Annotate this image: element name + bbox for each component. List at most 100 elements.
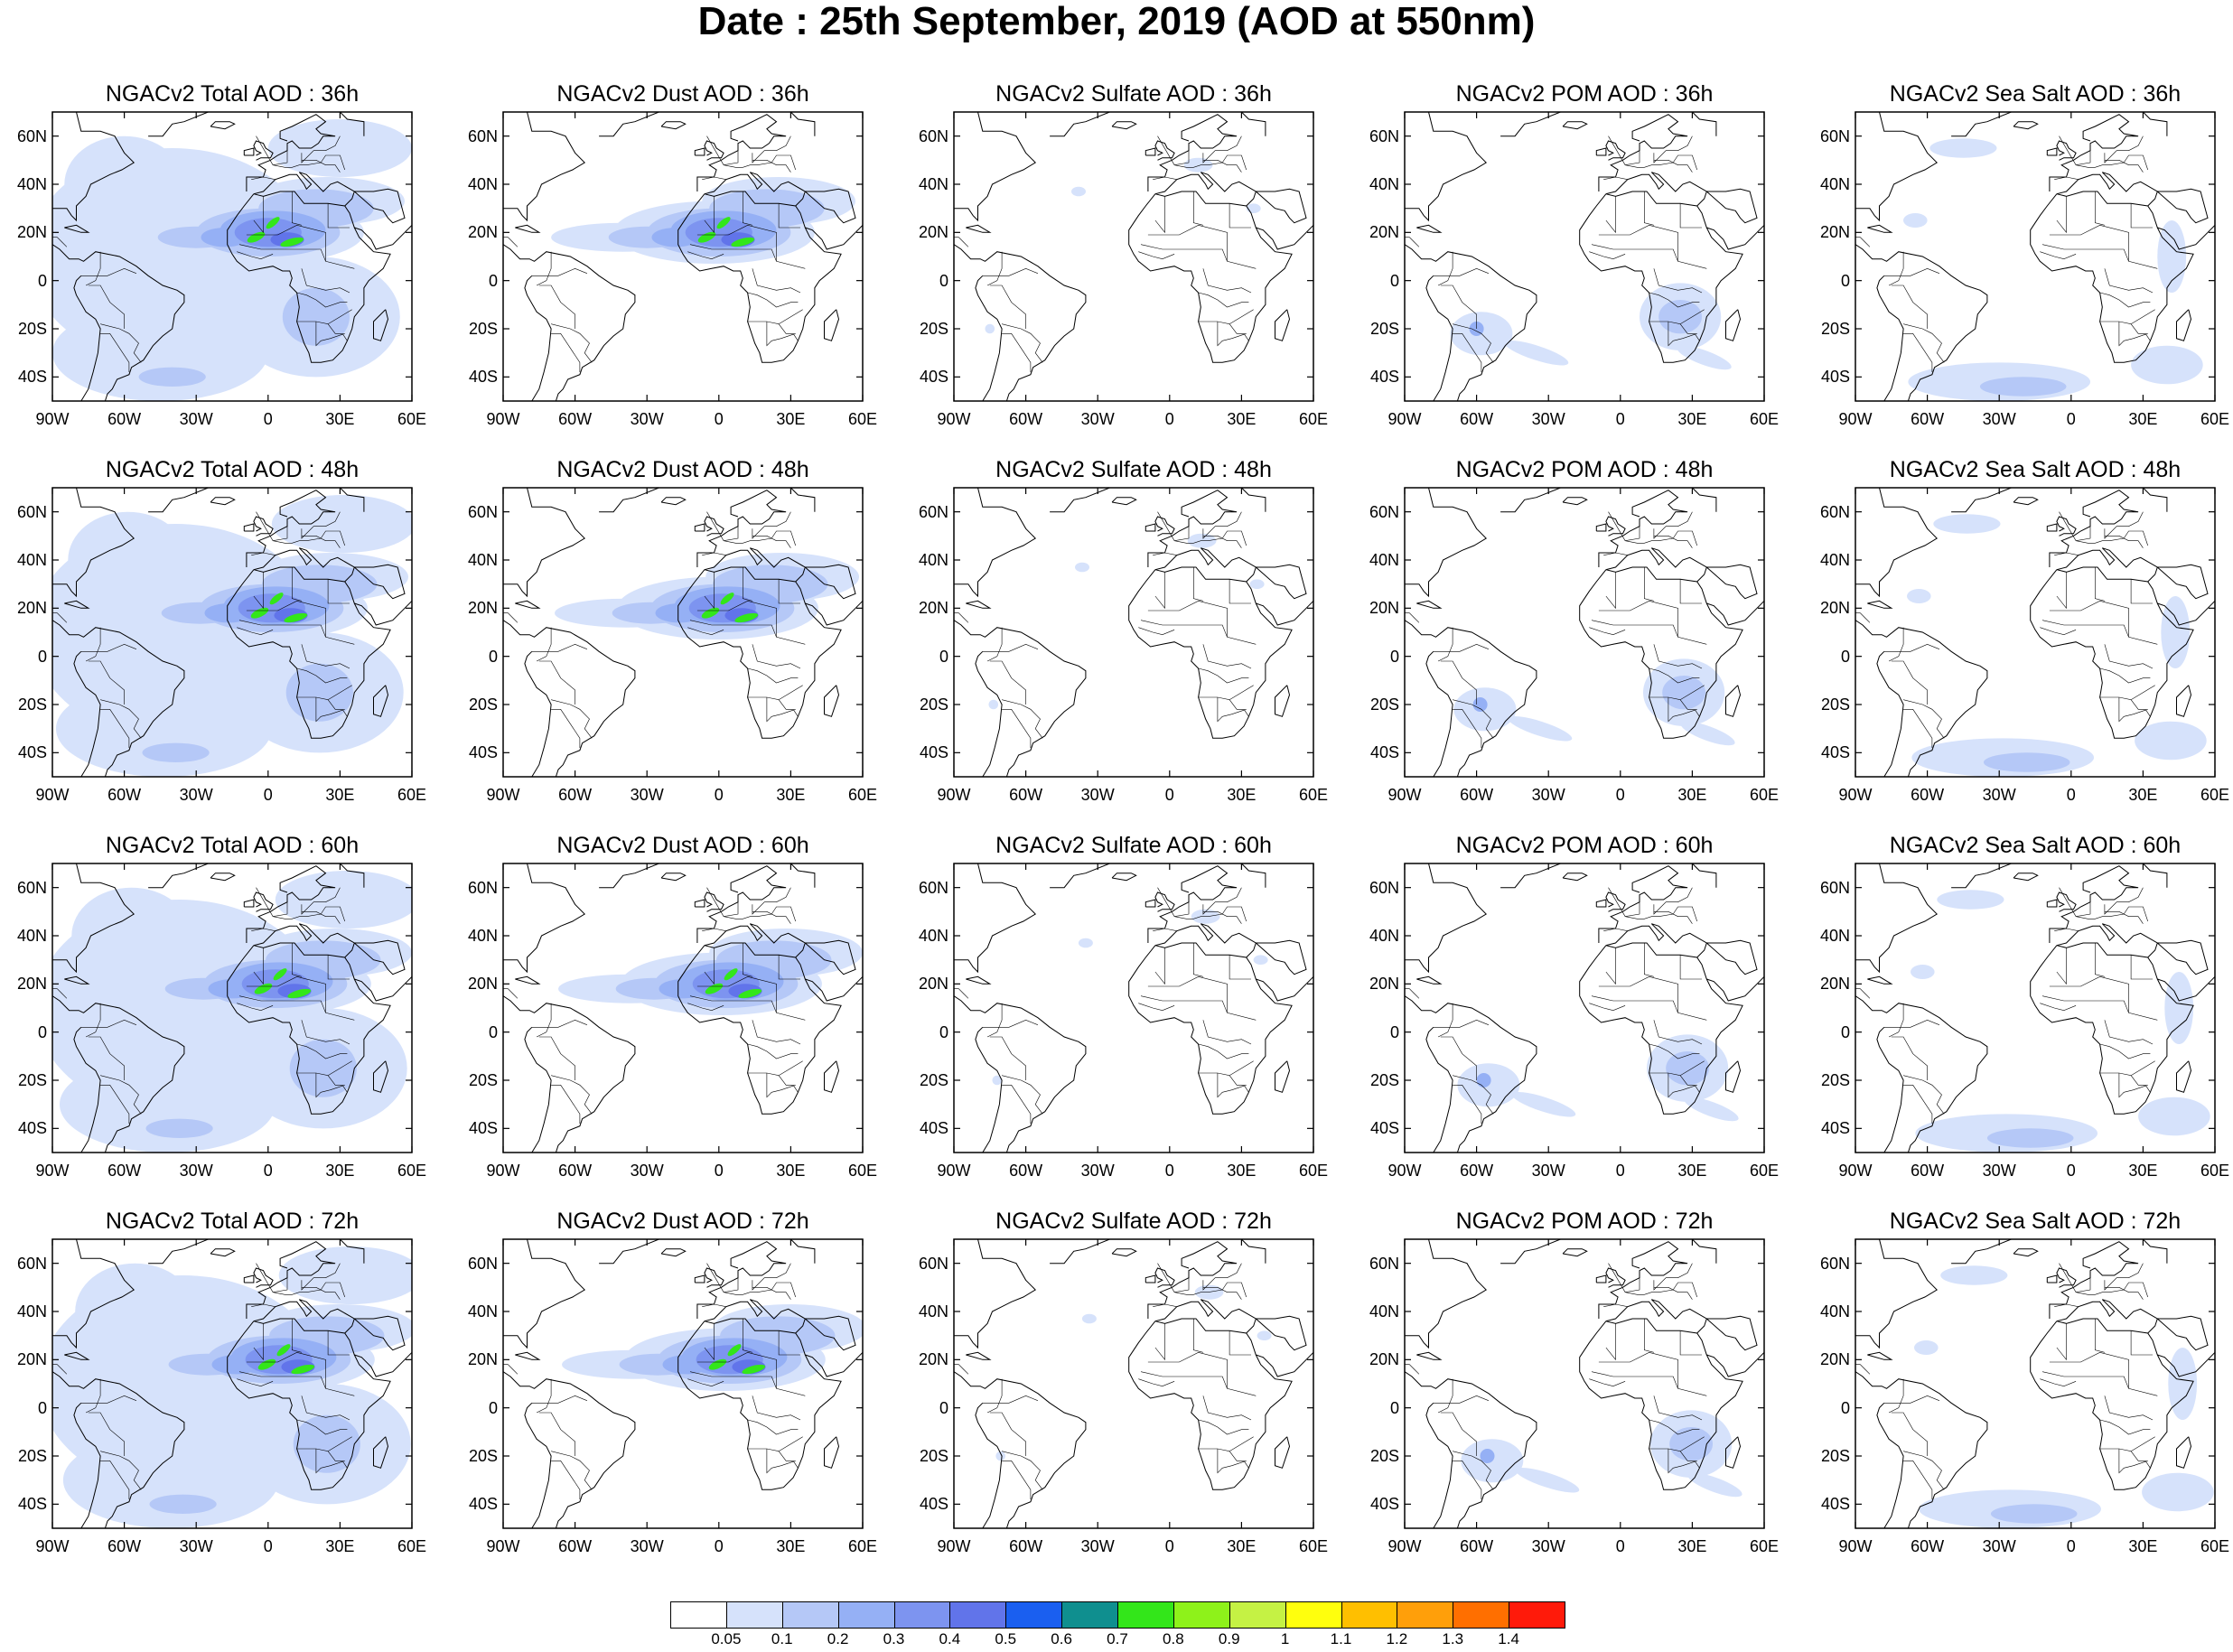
country-border bbox=[1229, 579, 1251, 604]
country-border bbox=[301, 910, 341, 924]
lon-label: 90W bbox=[1387, 786, 1422, 804]
coastline bbox=[954, 620, 1087, 777]
coastline bbox=[1256, 600, 1313, 626]
country-border bbox=[704, 947, 715, 985]
lat-label: 60N bbox=[467, 502, 498, 521]
country-border bbox=[1625, 530, 1697, 546]
map-panel-seasalt-60h: NGACv2 Sea Salt AOD : 60h 60N 40N 20N 0 20S 40… bbox=[1803, 833, 2233, 1194]
aod-contour bbox=[1677, 345, 1732, 370]
country-border bbox=[1598, 1351, 1678, 1389]
lat-label: 20N bbox=[1819, 599, 1850, 618]
country-border bbox=[2076, 530, 2148, 546]
coastline bbox=[696, 1241, 787, 1319]
country-border bbox=[246, 1351, 326, 1389]
country-border bbox=[291, 1319, 302, 1353]
coastline bbox=[1876, 1402, 1904, 1528]
country-border bbox=[1405, 612, 1420, 623]
coastline bbox=[966, 600, 992, 609]
coastline bbox=[966, 224, 992, 233]
coastline bbox=[515, 600, 541, 609]
country-border bbox=[237, 627, 274, 636]
country-border bbox=[296, 1060, 352, 1077]
map-plot-area bbox=[1404, 111, 1765, 402]
coastline bbox=[353, 564, 406, 600]
country-border bbox=[1605, 196, 1616, 234]
coastline bbox=[1705, 1315, 1758, 1351]
lat-label: 0 bbox=[37, 271, 47, 290]
lon-label: 60W bbox=[107, 1162, 142, 1180]
lat-label: 40S bbox=[468, 743, 498, 762]
lon-label: 60W bbox=[1911, 410, 1945, 428]
map-frame bbox=[1404, 487, 1765, 778]
country-border bbox=[100, 1451, 142, 1490]
country-border bbox=[1888, 251, 1904, 286]
coastline bbox=[246, 865, 336, 943]
lat-label: 40S bbox=[17, 1119, 47, 1138]
coastline bbox=[1147, 114, 1238, 191]
country-border bbox=[1229, 1330, 1251, 1356]
country-border bbox=[696, 224, 777, 262]
lat-label: 0 bbox=[1389, 1398, 1399, 1417]
map-frame bbox=[1855, 111, 2216, 402]
lat-label: 40N bbox=[1369, 551, 1399, 569]
coastline bbox=[824, 309, 840, 341]
country-border bbox=[100, 323, 142, 363]
map-plot-area bbox=[1855, 1238, 2216, 1529]
country-border bbox=[2041, 1371, 2158, 1396]
coastline bbox=[1154, 1299, 1257, 1334]
coastline bbox=[515, 224, 541, 233]
country-border bbox=[704, 572, 715, 610]
lat-label: 0 bbox=[488, 271, 498, 290]
country-border bbox=[88, 1036, 125, 1080]
panel-title: NGACv2 Total AOD : 72h bbox=[105, 1209, 360, 1234]
aod-contour bbox=[287, 988, 312, 999]
figure-title: Date : 25th September, 2019 (AOD at 550n… bbox=[697, 0, 1536, 43]
lat-label: 0 bbox=[1840, 271, 1850, 290]
lat-label: 20N bbox=[467, 599, 498, 618]
coastline bbox=[1425, 1402, 1453, 1528]
country-border bbox=[1202, 1395, 1252, 1421]
colorbar-swatch bbox=[1229, 1601, 1286, 1629]
lon-label: 90W bbox=[35, 1162, 70, 1180]
lat-label: 60N bbox=[918, 502, 948, 521]
lon-label: 0 bbox=[1615, 1537, 1625, 1555]
country-border bbox=[100, 1461, 130, 1499]
coastline bbox=[1147, 490, 1238, 567]
aod-contour bbox=[2164, 972, 2194, 1044]
aod-contour bbox=[2131, 345, 2203, 385]
country-border bbox=[1138, 627, 1175, 636]
country-border bbox=[2056, 196, 2067, 234]
country-border bbox=[1202, 1020, 1252, 1045]
lat-label: 60N bbox=[918, 878, 948, 897]
coastline bbox=[1605, 140, 1626, 161]
lon-label: 30E bbox=[1227, 1162, 1257, 1180]
lat-label: 40N bbox=[1819, 551, 1850, 569]
country-border bbox=[1405, 1364, 1420, 1375]
lat-label: 0 bbox=[939, 271, 948, 290]
country-border bbox=[1002, 323, 1043, 363]
country-border bbox=[1192, 191, 1203, 226]
country-border bbox=[2054, 176, 2079, 180]
lat-label: 20N bbox=[16, 223, 47, 242]
coastline bbox=[1147, 1241, 1238, 1319]
lat-label: 20N bbox=[1369, 975, 1399, 994]
coastline bbox=[373, 1060, 389, 1093]
lon-label: 0 bbox=[263, 1537, 273, 1555]
coastline bbox=[704, 547, 806, 583]
lat-label: 40N bbox=[918, 175, 948, 193]
country-border bbox=[1598, 975, 1678, 1013]
aod-contour bbox=[985, 323, 995, 334]
country-border bbox=[2099, 1419, 2151, 1435]
map-plot-area bbox=[51, 111, 413, 402]
lat-label: 20N bbox=[1369, 599, 1399, 618]
coastline bbox=[2013, 121, 2039, 130]
map-panel-sulfate-72h: NGACv2 Sulfate AOD : 72h 60N 40N 20N 0 20S 40S… bbox=[902, 1209, 1353, 1570]
country-border bbox=[1603, 1303, 1628, 1307]
coastline bbox=[1154, 1267, 1175, 1288]
lon-label: 30W bbox=[1080, 1537, 1115, 1555]
coastline bbox=[243, 147, 255, 156]
map-frame bbox=[502, 487, 864, 778]
colorbar-swatch bbox=[725, 1601, 783, 1629]
map-panel-seasalt-48h: NGACv2 Sea Salt AOD : 48h 60N 40N 20N 0 20S 40… bbox=[1803, 457, 2233, 818]
coastline bbox=[1500, 863, 1561, 889]
